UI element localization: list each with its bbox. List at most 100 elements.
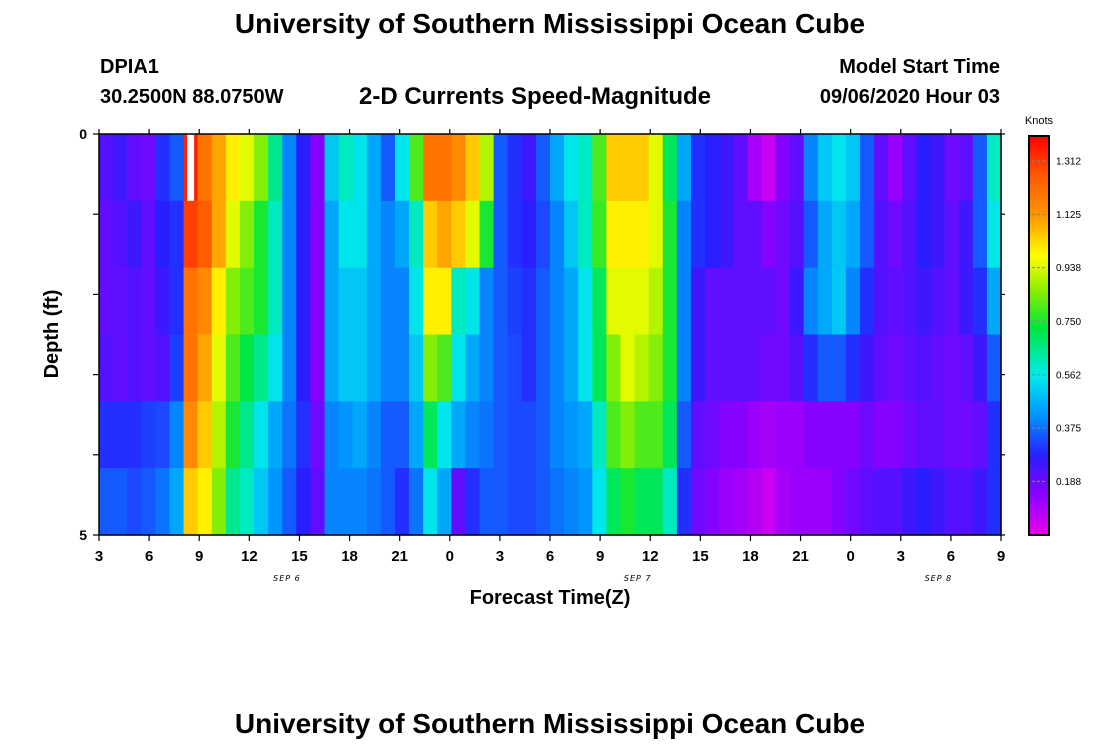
heatmap-cell (296, 468, 311, 536)
heatmap-cell (479, 267, 495, 336)
heatmap-cell (169, 401, 185, 469)
colorbar-segment (1029, 182, 1049, 187)
heatmap-cell (282, 401, 297, 469)
colorbar-segment (1029, 292, 1049, 297)
heatmap-cell (465, 401, 481, 469)
heatmap-cell (888, 134, 903, 202)
heatmap-cell (831, 468, 847, 536)
colorbar-segment (1029, 308, 1049, 313)
colorbar-segment (1029, 485, 1049, 489)
colorbar-segment (1029, 192, 1049, 197)
colorbar-segment (1029, 202, 1049, 207)
colorbar-segment (1029, 136, 1049, 140)
heatmap-cell (493, 468, 509, 536)
colorbar-segment (1029, 185, 1049, 190)
heatmap-cell (493, 200, 509, 269)
heatmap-cell (141, 267, 156, 336)
x-tick-label: 12 (642, 548, 659, 565)
heatmap-cell (690, 401, 706, 469)
heatmap-cell (141, 468, 156, 536)
heatmap-cell (324, 134, 340, 202)
heatmap-cell (352, 334, 368, 402)
colorbar-segment (1029, 222, 1049, 227)
heatmap-cell (564, 468, 579, 536)
heatmap-cell (437, 401, 452, 469)
heatmap-cell (634, 267, 650, 336)
heatmap-cell (197, 134, 213, 202)
colorbar-segment (1029, 149, 1049, 154)
heatmap-cell (888, 334, 903, 402)
colorbar-tick-label: 0.562 (1056, 370, 1081, 381)
colorbar-segment (1029, 431, 1049, 436)
heatmap-cell (451, 134, 467, 202)
heatmap-cell (578, 267, 593, 336)
heatmap-cell (296, 401, 311, 469)
colorbar-segment (1029, 165, 1049, 170)
heatmap-cell (493, 134, 509, 202)
heatmap-cell (719, 267, 734, 336)
colorbar-segment (1029, 515, 1049, 519)
colorbar-segment (1029, 269, 1049, 273)
colorbar-segment (1029, 282, 1049, 287)
y-axis-label: Depth (ft) (41, 290, 63, 379)
heatmap-cell (451, 267, 467, 336)
footer-title: University of Southern Mississippi Ocean… (234, 708, 866, 739)
heatmap-cell (817, 401, 833, 469)
heatmap-cell (648, 468, 664, 536)
heatmap-cell (860, 200, 875, 269)
date-label: SEP 6 (273, 574, 301, 583)
heatmap-cell (662, 334, 678, 402)
colorbar-segment (1029, 518, 1049, 523)
heatmap-cell (268, 134, 283, 202)
x-tick-label: 18 (742, 548, 759, 565)
heatmap-cell (817, 134, 833, 202)
x-tick-label: 12 (241, 548, 258, 565)
colorbar-segment (1029, 525, 1049, 529)
heatmap-cell (535, 134, 551, 202)
heatmap-cell (578, 401, 593, 469)
heatmap-cell (409, 267, 424, 336)
heatmap-cell (394, 267, 410, 336)
y-axis: 05 (79, 126, 1005, 543)
colorbar-segment (1029, 325, 1049, 330)
x-tick-label: 9 (195, 548, 203, 565)
heatmap-cell (394, 134, 410, 202)
heatmap-cell (719, 134, 734, 202)
heatmap-cell (141, 134, 156, 202)
missing-data-cell (187, 134, 195, 201)
heatmap-cell (183, 334, 199, 402)
colorbar-segment (1029, 505, 1049, 509)
heatmap-cell (394, 334, 410, 402)
colorbar-segment (1029, 189, 1049, 194)
heatmap-cell (113, 468, 128, 536)
heatmap-cell (648, 334, 664, 402)
heatmap-cell (296, 334, 311, 402)
heatmap-cell (409, 401, 424, 469)
heatmap-cell (592, 267, 607, 336)
colorbar-segment (1029, 252, 1049, 257)
heatmap-cell (592, 134, 607, 202)
heatmap-cell (183, 267, 199, 336)
heatmap-cell (550, 200, 565, 269)
colorbar-segment (1029, 501, 1049, 506)
heatmap-cell (860, 134, 875, 202)
heatmap-cell (423, 468, 438, 536)
heatmap-cell (550, 134, 565, 202)
heatmap-cell (578, 200, 593, 269)
heatmap-cell (888, 468, 903, 536)
heatmap-cell (958, 134, 974, 202)
heatmap-cell (507, 134, 523, 202)
y-tick-label: 5 (79, 527, 87, 543)
heatmap-cell (225, 134, 241, 202)
heatmap-cell (282, 200, 297, 269)
heatmap-cell (521, 134, 537, 202)
heatmap-cell (465, 334, 481, 402)
heatmap-cell (197, 334, 213, 402)
colorbar-segment (1029, 445, 1049, 450)
colorbar-segment (1029, 155, 1049, 160)
x-tick-label: 9 (997, 548, 1005, 565)
heatmap-cell (366, 401, 382, 469)
heatmap-cell (958, 401, 974, 469)
heatmap-cell (282, 334, 297, 402)
heatmap-cell (874, 200, 889, 269)
